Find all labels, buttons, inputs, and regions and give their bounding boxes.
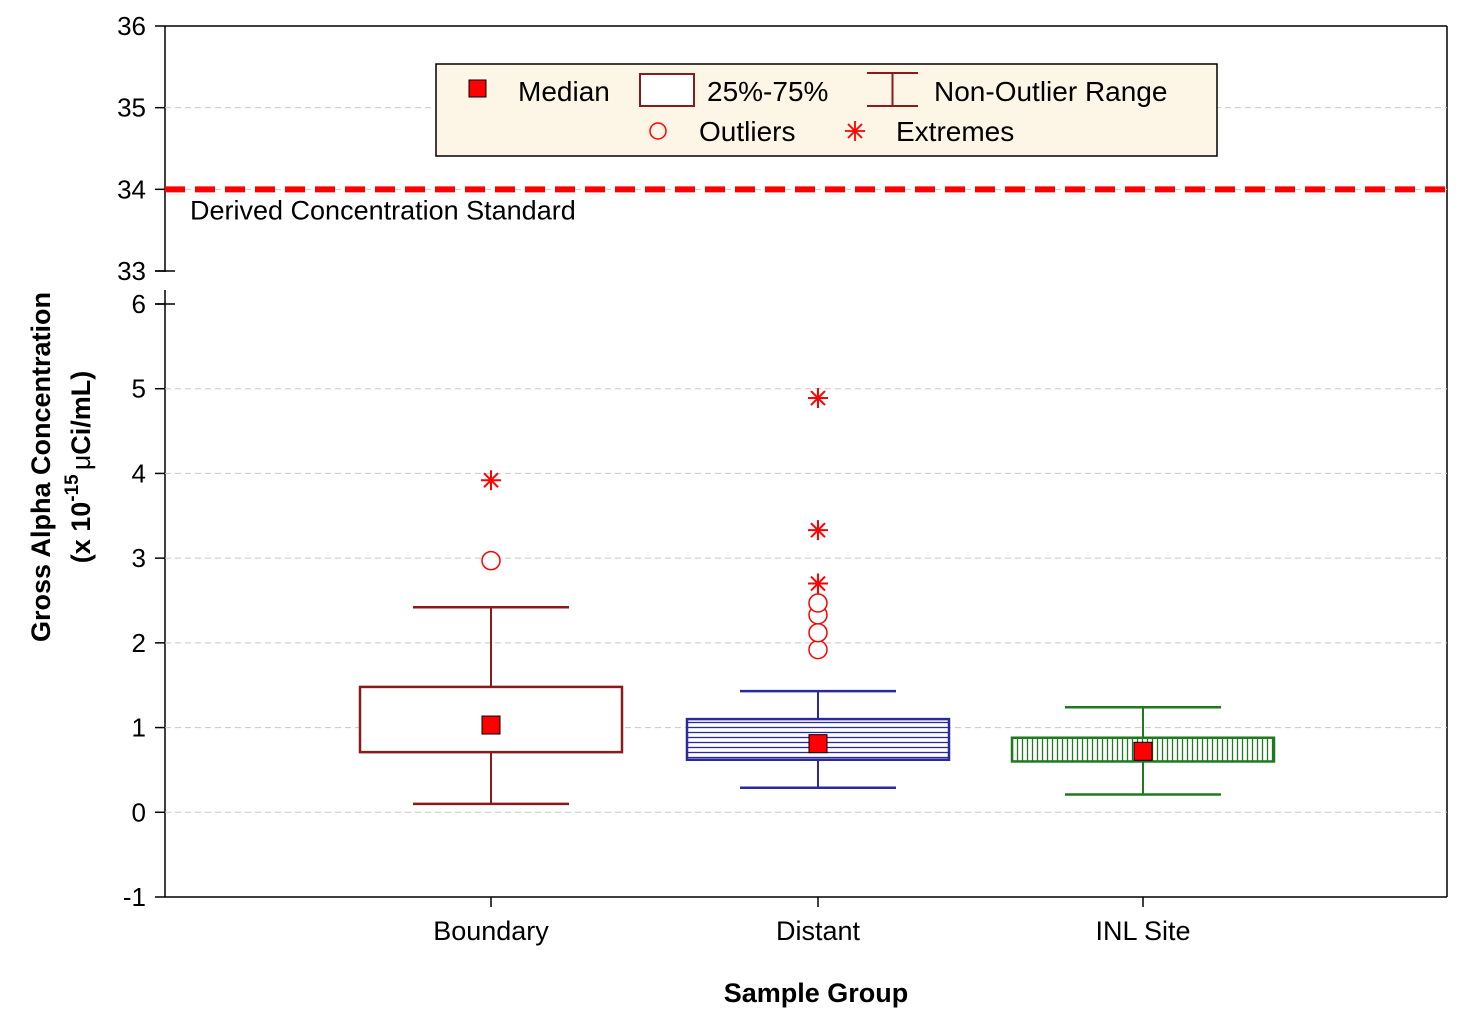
y-axis-unit-exponent: -15 bbox=[62, 474, 83, 502]
reference-line-label: Derived Concentration Standard bbox=[190, 195, 576, 225]
box-series-group bbox=[358, 388, 1276, 806]
y-axis-ticks: 36 35 34 336 5 4 3 2 1 0 -1 bbox=[117, 11, 165, 912]
legend-extreme-marker bbox=[845, 121, 865, 141]
y-tick-label: 3 bbox=[132, 543, 146, 573]
y-tick-label: 4 bbox=[132, 458, 146, 488]
y-tick-label: 5 bbox=[132, 374, 146, 404]
extreme-point bbox=[808, 388, 828, 409]
legend-range-marker bbox=[867, 72, 918, 107]
median-marker bbox=[1133, 741, 1153, 761]
legend-box-label: 25%-75% bbox=[707, 76, 828, 107]
outlier-point bbox=[808, 622, 828, 643]
y-axis-unit-mu: μ bbox=[66, 455, 96, 471]
y-tick-label: -1 bbox=[123, 882, 146, 912]
x-axis-title: Sample Group bbox=[724, 978, 909, 1008]
x-tick-label: Distant bbox=[776, 916, 861, 946]
box-boundary bbox=[358, 470, 624, 806]
y-axis-unit-prefix: (x 10 bbox=[66, 502, 96, 564]
legend-box-marker bbox=[639, 73, 695, 107]
y-tick-label: 33 bbox=[117, 256, 146, 286]
box-distant bbox=[685, 388, 951, 789]
y-axis-title-line2: (x 10-15 μCi/mL) bbox=[62, 371, 96, 564]
legend-outlier-marker bbox=[649, 122, 667, 140]
legend-range-label: Non-Outlier Range bbox=[934, 76, 1167, 107]
outlier-point bbox=[808, 639, 828, 660]
y-tick-label: 0 bbox=[132, 797, 146, 827]
legend-extremes-label: Extremes bbox=[896, 116, 1014, 147]
extreme-point bbox=[808, 573, 828, 594]
y-tick-label: 34 bbox=[117, 174, 146, 204]
legend-median-marker bbox=[468, 79, 487, 98]
y-axis-title: Gross Alpha Concentration (x 10-15 μCi/mL… bbox=[26, 292, 96, 642]
y-tick-label: 2 bbox=[132, 628, 146, 658]
median-marker bbox=[481, 715, 501, 735]
y-tick-label: 6 bbox=[132, 289, 146, 319]
legend-outliers-label: Outliers bbox=[699, 116, 795, 147]
legend-box bbox=[435, 63, 1218, 157]
y-tick-label: 1 bbox=[132, 713, 146, 743]
extreme-point bbox=[808, 520, 828, 541]
y-axis-title-line1: Gross Alpha Concentration bbox=[26, 292, 56, 642]
legend-median-label: Median bbox=[518, 76, 610, 107]
x-axis-categories: Boundary Distant INL Site bbox=[433, 897, 1191, 946]
x-tick-label: Boundary bbox=[433, 916, 549, 946]
y-axis-unit-suffix: Ci/mL) bbox=[66, 371, 96, 455]
outlier-point bbox=[481, 550, 501, 571]
y-tick-label: 36 bbox=[117, 11, 146, 41]
x-tick-label: INL Site bbox=[1095, 916, 1190, 946]
y-tick-label: 35 bbox=[117, 93, 146, 123]
reference-line-group: Derived Concentration Standard bbox=[165, 186, 1447, 225]
box-inl-site bbox=[1010, 705, 1276, 796]
legend: Median 25%-75% Non-Outlier Range Outlier… bbox=[435, 63, 1218, 157]
outlier-point bbox=[808, 593, 828, 613]
extreme-point bbox=[481, 470, 501, 491]
median-marker bbox=[808, 734, 828, 754]
